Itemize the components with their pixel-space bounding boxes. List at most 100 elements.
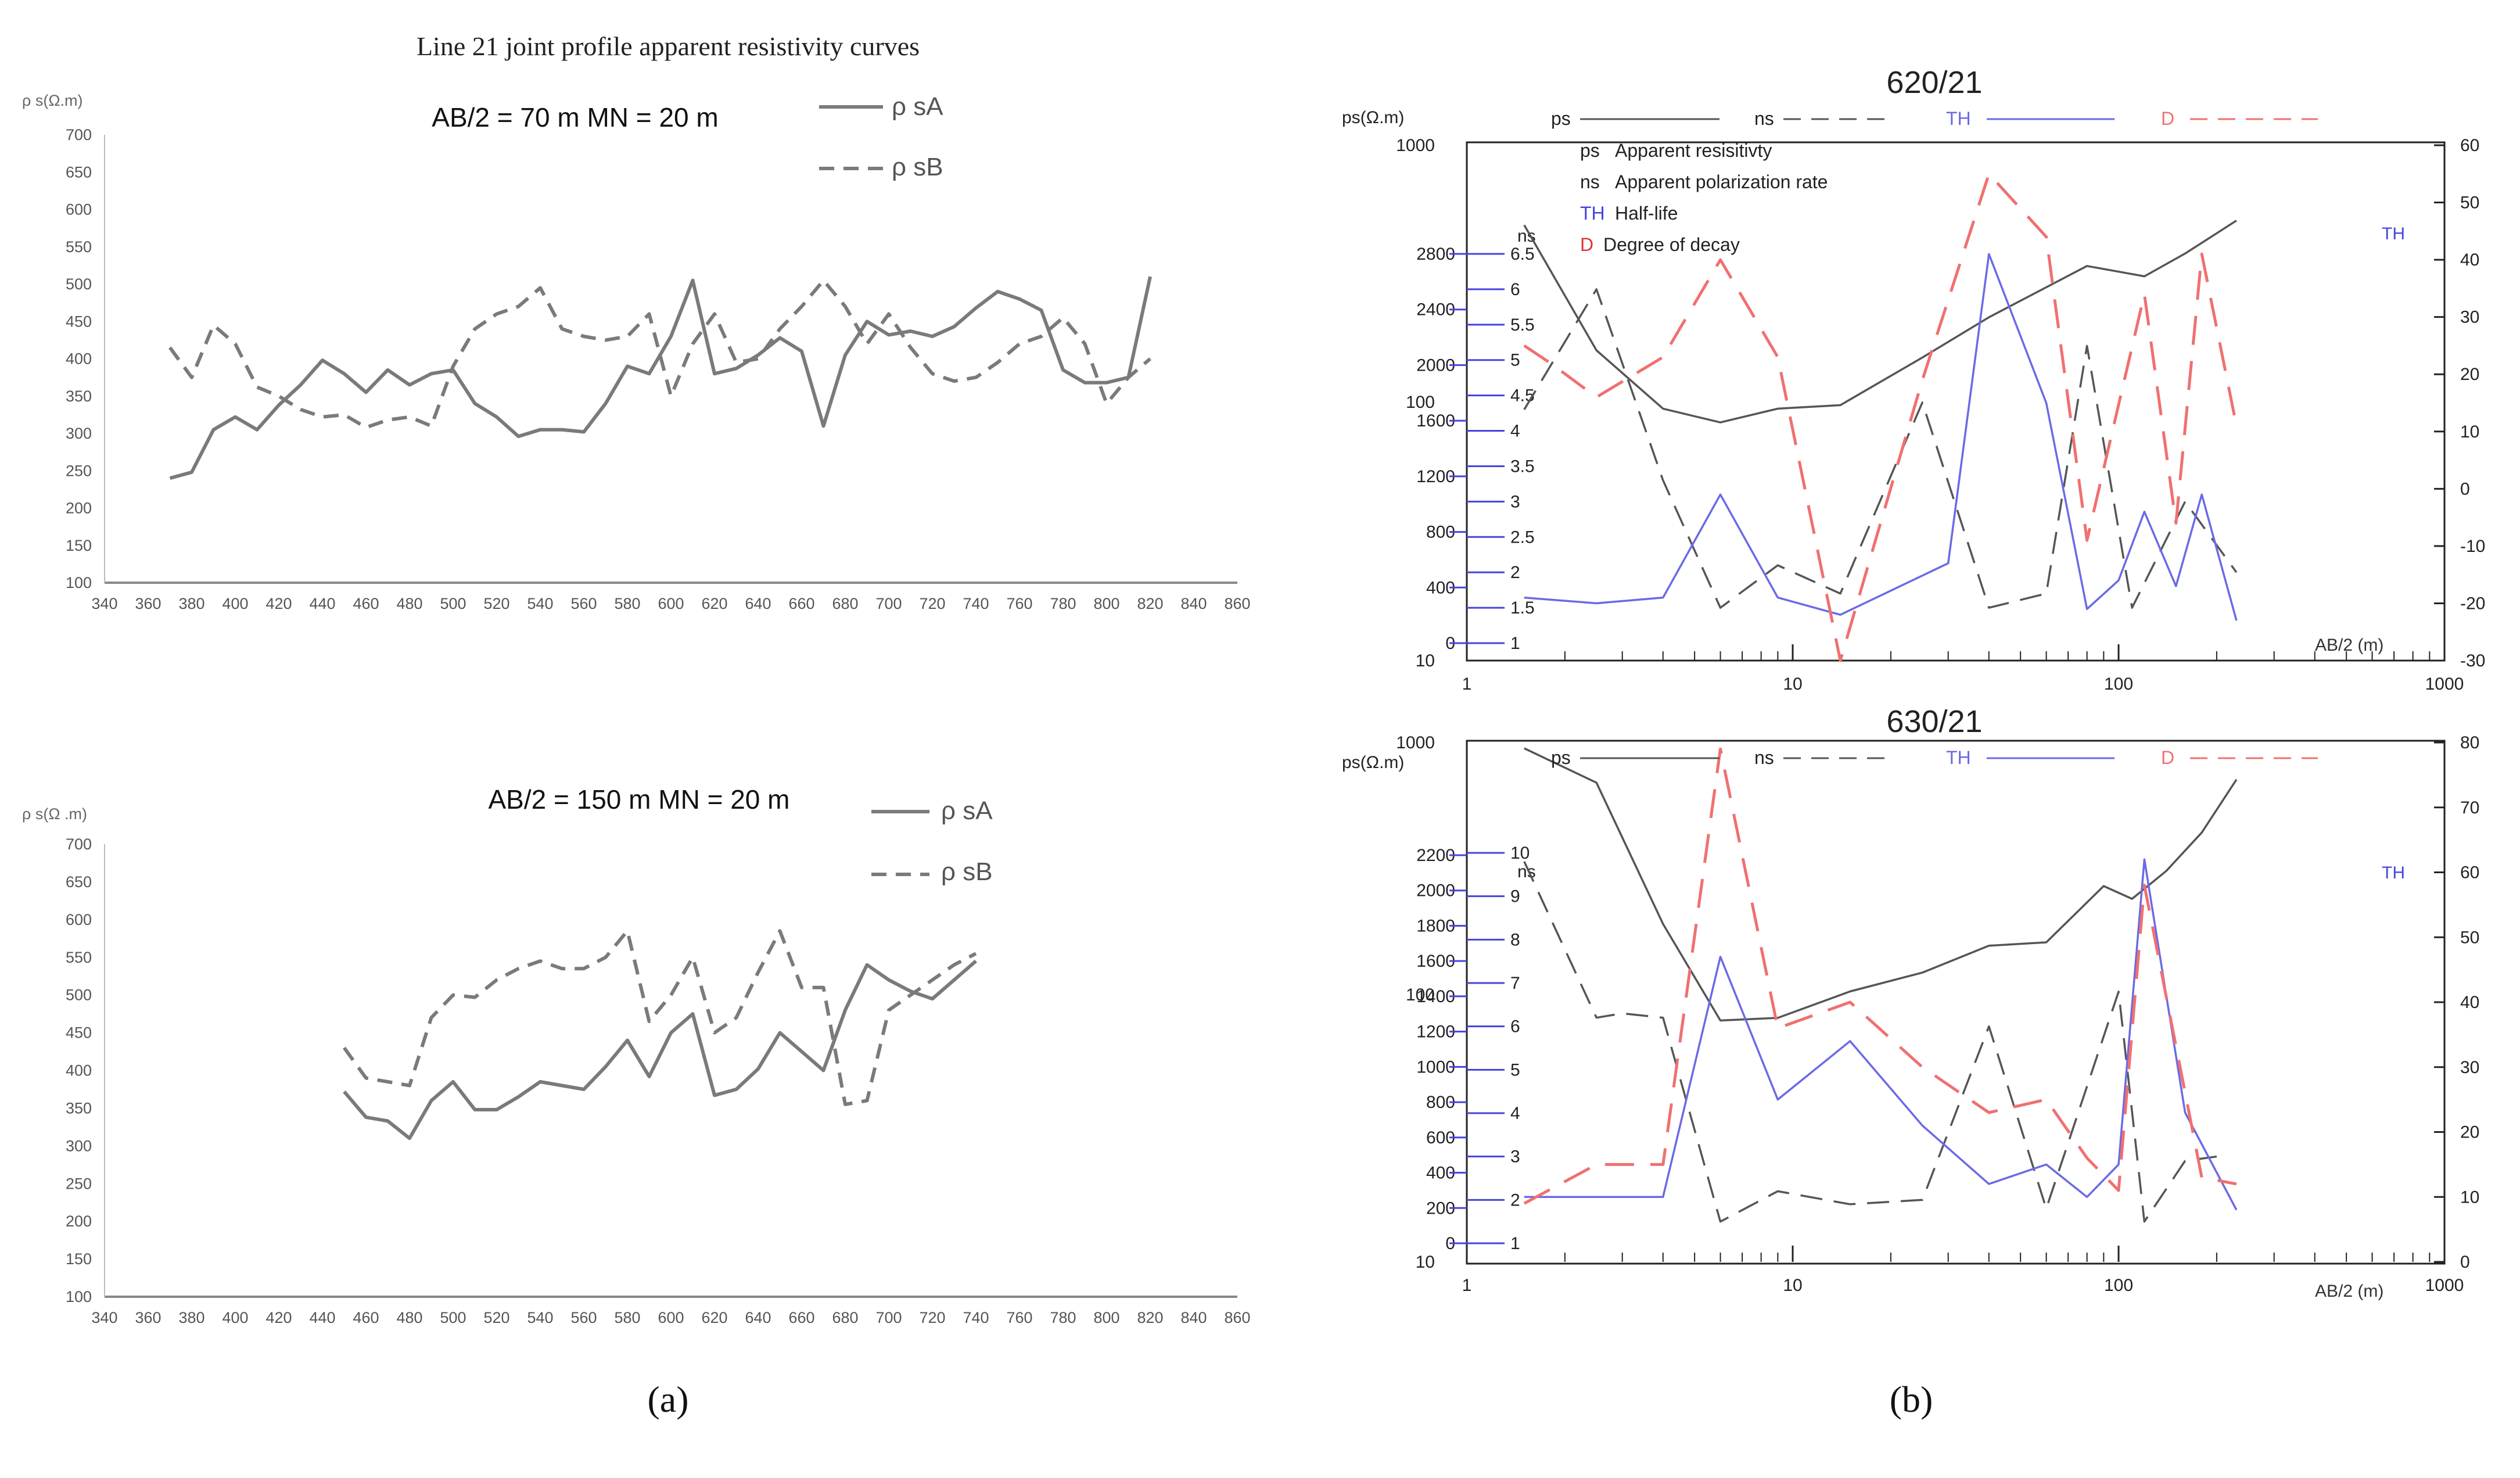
a2-ytick-1: 150 bbox=[66, 1250, 92, 1268]
b1-mid-tick-2: 2000 bbox=[1416, 356, 1455, 375]
b2-right-tick-0: 80 bbox=[2460, 733, 2479, 752]
a2-xtick-23: 800 bbox=[1093, 1309, 1119, 1326]
b1-x-tick-0: 1 bbox=[1462, 675, 1472, 694]
a1-xtick-18: 700 bbox=[875, 595, 902, 612]
a2-xtick-13: 600 bbox=[658, 1309, 684, 1326]
a1-xtick-15: 640 bbox=[745, 595, 771, 612]
b2-x-tick-2: 100 bbox=[2104, 1276, 2133, 1295]
a1-xtick-10: 540 bbox=[527, 595, 553, 612]
b2-mid-tick-5: 1200 bbox=[1416, 1023, 1455, 1042]
b2-ns-tick-9: 1 bbox=[1510, 1234, 1520, 1253]
b2-right-tick-6: 20 bbox=[2460, 1123, 2479, 1142]
b1-mid-tick-1: 2400 bbox=[1416, 300, 1455, 320]
b2-x-tick-3: 1000 bbox=[2425, 1276, 2464, 1295]
a1-xtick-17: 680 bbox=[832, 595, 858, 612]
chart-a1-ylabel: ρ s(Ω.m) bbox=[22, 92, 83, 109]
b1-ns-tick-7: 3 bbox=[1510, 492, 1520, 511]
b2-ps-tick-0: 1000 bbox=[1396, 733, 1435, 752]
b2-ns-tick-4: 6 bbox=[1510, 1017, 1520, 1036]
b1-right-tick-8: -20 bbox=[2460, 594, 2485, 613]
a2-ytick-4: 300 bbox=[66, 1137, 92, 1154]
b2-right-tick-8: 0 bbox=[2460, 1253, 2470, 1272]
chart-b1-legend: ps ns TH D bbox=[1551, 108, 2318, 129]
chart-a1-title: Line 21 joint profile apparent resistivi… bbox=[417, 31, 920, 61]
b1-mid-tick-4: 1200 bbox=[1416, 467, 1455, 486]
b2-series-ps bbox=[1524, 747, 2238, 1022]
chart-b1-axes: 1000100102800240020001600120080040006.56… bbox=[1396, 136, 2485, 694]
b2-right-tick-2: 60 bbox=[2460, 863, 2479, 883]
b1-ns-tick-4: 4.5 bbox=[1510, 386, 1535, 406]
b2-right-tick-1: 70 bbox=[2460, 798, 2479, 817]
b2-legend-label-1: ns bbox=[1754, 747, 1774, 768]
a2-xtick-4: 420 bbox=[265, 1309, 292, 1326]
b1-ns-tick-10: 1.5 bbox=[1510, 598, 1535, 618]
a1-series-sB bbox=[168, 278, 1151, 429]
b2-ps-tick-1: 100 bbox=[1406, 985, 1435, 1005]
b1-legend-label-0: ps bbox=[1551, 108, 1571, 129]
chart-b2-axes: 1000100102200200018001600140012001000800… bbox=[1396, 733, 2479, 1295]
b1-series-ps bbox=[1523, 220, 2237, 424]
a2-xtick-16: 660 bbox=[788, 1309, 814, 1326]
chart-b2-series bbox=[1523, 747, 2238, 1223]
a2-xtick-2: 380 bbox=[178, 1309, 204, 1326]
b2-right-tick-7: 10 bbox=[2460, 1188, 2479, 1207]
a2-xtick-24: 820 bbox=[1137, 1309, 1163, 1326]
a1-ytick-1: 150 bbox=[66, 537, 92, 554]
a1-xtick-8: 500 bbox=[440, 595, 466, 612]
b2-ns-tick-2: 8 bbox=[1510, 930, 1520, 949]
a2-xtick-22: 780 bbox=[1050, 1309, 1076, 1326]
b1-annotation-key-2: TH bbox=[1580, 203, 1605, 224]
a2-ytick-0: 100 bbox=[66, 1288, 92, 1305]
b1-x-tick-3: 1000 bbox=[2425, 675, 2464, 694]
b1-annotation-text-0: Apparent resisitivty bbox=[1615, 140, 1772, 161]
b2-ns-tick-7: 3 bbox=[1510, 1147, 1520, 1167]
a2-xtick-12: 580 bbox=[614, 1309, 640, 1326]
b1-annotation-key-0: ps bbox=[1580, 140, 1600, 161]
b2-mid-tick-0: 2200 bbox=[1416, 846, 1455, 865]
b2-x-tick-1: 10 bbox=[1783, 1276, 1802, 1295]
a1-xtick-9: 520 bbox=[483, 595, 509, 612]
a1-xtick-26: 860 bbox=[1224, 595, 1250, 612]
a2-xtick-0: 340 bbox=[91, 1309, 117, 1326]
a2-ytick-9: 550 bbox=[66, 949, 92, 966]
b2-mid-tick-6: 1000 bbox=[1416, 1057, 1455, 1077]
a2-xtick-3: 400 bbox=[222, 1309, 248, 1326]
b2-mid-tick-2: 1800 bbox=[1416, 916, 1455, 935]
chart-a1-subtitle: AB/2 = 70 m MN = 20 m bbox=[432, 102, 718, 132]
a1-xtick-19: 720 bbox=[919, 595, 945, 612]
b1-annotation-text-3: Degree of decay bbox=[1603, 234, 1740, 255]
a1-ytick-7: 450 bbox=[66, 313, 92, 330]
b1-annotation-key-1: ns bbox=[1580, 171, 1600, 192]
a1-xtick-21: 760 bbox=[1006, 595, 1032, 612]
chart-b2-left-outer-label: ps(Ω.m) bbox=[1342, 753, 1404, 772]
a1-xtick-13: 600 bbox=[658, 595, 684, 612]
b1-right-tick-9: -30 bbox=[2460, 651, 2485, 670]
chart-a1-legend-label-b: ρ sB bbox=[892, 153, 943, 181]
b1-right-tick-3: 30 bbox=[2460, 308, 2479, 327]
chart-a1-x-ticks: 340 360 380 400 420 440 460 480 500 520 540 560 580 6… bbox=[91, 595, 1250, 612]
b2-legend-label-0: ps bbox=[1551, 747, 1571, 768]
panel-b: 620/21 ps(Ω.m) 1000100102800240020001600… bbox=[1342, 65, 2485, 1420]
a2-xtick-17: 680 bbox=[832, 1309, 858, 1326]
b1-ns-tick-0: 6.5 bbox=[1510, 245, 1535, 264]
b1-ps-tick-1: 100 bbox=[1406, 393, 1435, 412]
b1-ns-tick-2: 5.5 bbox=[1510, 315, 1535, 335]
chart-a2-ylabel: ρ s(Ω .m) bbox=[22, 805, 87, 823]
b1-ns-tick-8: 2.5 bbox=[1510, 528, 1535, 547]
chart-a2-legend-label-a: ρ sA bbox=[941, 797, 993, 825]
b1-right-tick-2: 40 bbox=[2460, 250, 2479, 270]
a2-ytick-12: 700 bbox=[66, 835, 92, 853]
b2-series-ns bbox=[1523, 861, 2217, 1223]
a1-xtick-25: 840 bbox=[1180, 595, 1207, 612]
b2-ps-tick-2: 10 bbox=[1416, 1253, 1435, 1272]
b1-ns-tick-9: 2 bbox=[1510, 563, 1520, 582]
a2-xtick-26: 860 bbox=[1224, 1309, 1250, 1326]
a2-series-sB bbox=[343, 929, 977, 1106]
a1-xtick-7: 480 bbox=[396, 595, 422, 612]
a2-xtick-1: 360 bbox=[135, 1309, 161, 1326]
b2-right-tick-4: 40 bbox=[2460, 993, 2479, 1012]
a1-xtick-2: 380 bbox=[178, 595, 204, 612]
a2-xtick-7: 480 bbox=[396, 1309, 422, 1326]
a1-xtick-5: 440 bbox=[309, 595, 335, 612]
